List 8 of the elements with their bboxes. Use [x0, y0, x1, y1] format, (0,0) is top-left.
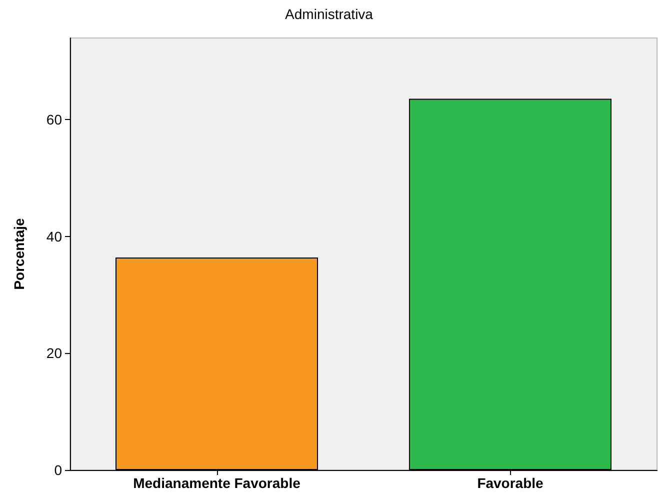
y-tick-label: 0	[54, 462, 62, 478]
y-tick-label: 20	[46, 345, 62, 362]
y-axis-title: Porcentaje	[11, 218, 27, 290]
y-tick-label: 40	[46, 228, 62, 244]
x-tick-label: Medianamente Favorable	[133, 475, 301, 491]
chart-title: Administrativa	[285, 6, 374, 22]
y-tick-label: 60	[46, 112, 62, 128]
x-tick-label: Favorable	[477, 475, 544, 491]
